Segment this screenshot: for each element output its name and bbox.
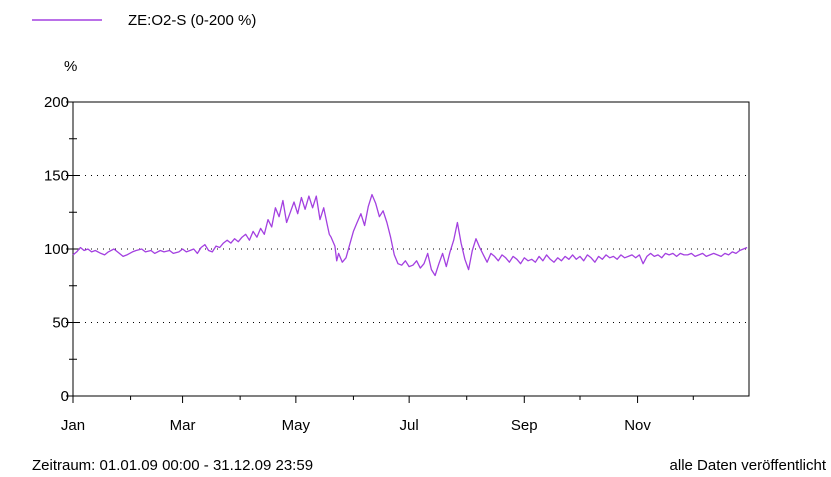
footer-status: alle Daten veröffentlicht: [670, 457, 827, 474]
y-tick-label-0: 0: [61, 388, 69, 405]
y-tick-label-50: 50: [52, 315, 69, 332]
y-axis: 0 50 100 150 200: [44, 94, 80, 405]
y-tick-label-200: 200: [44, 94, 69, 111]
x-axis: Jan Mar May Jul Sep Nov: [61, 396, 694, 434]
y-tick-label-100: 100: [44, 241, 69, 258]
x-tick-label-mar: Mar: [170, 417, 196, 434]
grid: [73, 175, 749, 323]
footer-period: Zeitraum: 01.01.09 00:00 - 31.12.09 23:5…: [32, 457, 313, 474]
y-tick-label-150: 150: [44, 168, 69, 185]
x-tick-label-nov: Nov: [624, 417, 651, 434]
x-tick-label-jan: Jan: [61, 417, 85, 434]
x-tick-label-jul: Jul: [400, 417, 419, 434]
x-tick-label-sep: Sep: [511, 417, 538, 434]
x-tick-label-may: May: [282, 417, 311, 434]
legend-label: ZE:O2-S (0-200 %): [128, 12, 256, 29]
y-axis-label: %: [64, 58, 77, 75]
legend: ZE:O2-S (0-200 %): [32, 12, 256, 29]
series-line-o2s: [72, 193, 748, 277]
plot-frame: [72, 101, 750, 397]
